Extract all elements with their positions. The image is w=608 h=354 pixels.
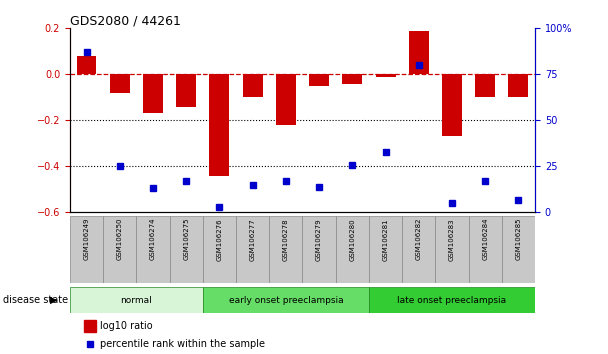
Text: GSM106249: GSM106249 [83,218,89,261]
Bar [402,216,435,283]
Text: late onset preeclampsia: late onset preeclampsia [398,296,506,304]
Text: GSM106278: GSM106278 [283,218,289,261]
Bar [170,216,203,283]
Bar [336,216,369,283]
Text: GDS2080 / 44261: GDS2080 / 44261 [70,14,181,27]
Bar [70,287,203,313]
Text: GSM106284: GSM106284 [482,218,488,261]
Bar [475,74,495,97]
Text: GSM106283: GSM106283 [449,218,455,261]
Bar [236,216,269,283]
Bar [342,74,362,84]
Text: normal: normal [120,296,152,304]
Text: GSM106274: GSM106274 [150,218,156,261]
Text: GSM106279: GSM106279 [316,218,322,261]
Text: percentile rank within the sample: percentile rank within the sample [100,339,265,349]
Bar [176,74,196,107]
Bar [70,216,103,283]
Bar [508,74,528,97]
Text: GSM106280: GSM106280 [350,218,355,261]
Bar [369,216,402,283]
Text: GSM106281: GSM106281 [382,218,389,261]
Bar [309,74,329,86]
Text: GSM106276: GSM106276 [216,218,223,261]
Bar [442,74,462,137]
Text: GSM106285: GSM106285 [516,218,522,261]
Bar [203,216,236,283]
Text: GSM106250: GSM106250 [117,218,123,261]
Bar [84,320,95,332]
Bar [302,216,336,283]
Bar [143,74,163,114]
Text: GSM106282: GSM106282 [416,218,422,261]
Bar [276,74,296,125]
Bar [502,216,535,283]
Bar [203,287,369,313]
Text: disease state: disease state [3,295,68,305]
Text: log10 ratio: log10 ratio [100,321,153,331]
Bar [469,216,502,283]
Bar [369,287,535,313]
Bar [376,74,395,77]
Bar [209,74,229,176]
Bar [136,216,170,283]
Text: GSM106275: GSM106275 [183,218,189,261]
Bar [103,216,136,283]
Bar [110,74,130,93]
Text: early onset preeclampsia: early onset preeclampsia [229,296,343,304]
Bar [243,74,263,97]
Bar [409,31,429,74]
Bar [77,56,97,74]
Bar [269,216,302,283]
Bar [435,216,469,283]
Text: ▶: ▶ [50,295,58,305]
Text: GSM106277: GSM106277 [250,218,255,261]
